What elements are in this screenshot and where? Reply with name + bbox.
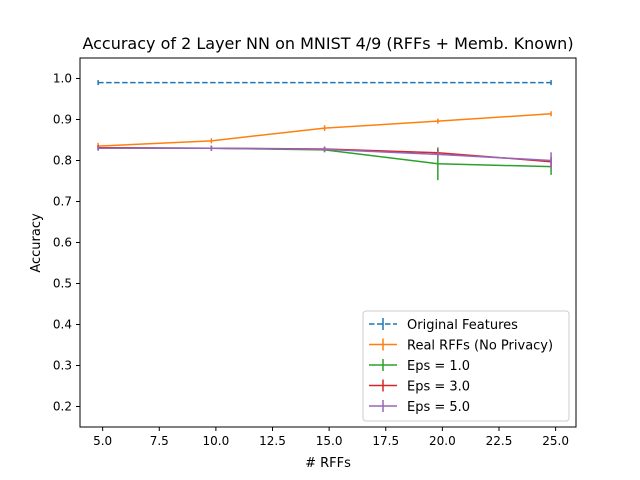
y-tick-label: 0.9 (53, 113, 72, 127)
legend-entry: Real RFFs (No Privacy) (369, 338, 553, 354)
x-tick-label: 12.5 (259, 434, 286, 448)
series-real-rffs-no-privacy (97, 111, 552, 150)
y-tick-label: 1.0 (53, 72, 72, 86)
x-tick-label: 17.5 (372, 434, 399, 448)
x-tick-label: 25.0 (542, 434, 569, 448)
y-tick-label: 0.4 (53, 318, 72, 332)
series-original-features (97, 80, 552, 86)
x-axis-label: # RFFs (305, 456, 351, 471)
y-tick-label: 0.2 (53, 400, 72, 414)
legend-entry: Eps = 5.0 (369, 400, 470, 415)
chart-title: Accuracy of 2 Layer NN on MNIST 4/9 (RFF… (82, 34, 573, 53)
y-tick-label: 0.7 (53, 195, 72, 209)
legend-label: Eps = 5.0 (407, 400, 470, 415)
y-axis-label: Accuracy (29, 213, 44, 273)
legend-label: Eps = 1.0 (407, 359, 470, 374)
y-tick-label: 0.3 (53, 359, 72, 373)
x-tick-label: 7.5 (150, 434, 169, 448)
legend-box (362, 310, 570, 422)
x-tick-label: 5.0 (93, 434, 112, 448)
y-tick-label: 0.6 (53, 236, 72, 250)
legend-label: Eps = 3.0 (407, 380, 470, 395)
y-tick-label: 0.8 (53, 154, 72, 168)
y-axis: 0.2 0.3 0.4 0.5 0.6 0.7 0.8 0.9 1.0 (53, 72, 80, 414)
y-tick-label: 0.5 (53, 277, 72, 291)
legend-entry: Original Features (369, 318, 518, 333)
x-tick-label: 15.0 (316, 434, 343, 448)
legend: Original Features Real RFFs (No Privacy) E… (362, 310, 570, 422)
x-tick-label: 10.0 (203, 434, 230, 448)
legend-entry: Eps = 1.0 (369, 359, 470, 374)
x-tick-label: 22.5 (486, 434, 513, 448)
legend-label: Real RFFs (No Privacy) (407, 339, 553, 354)
x-tick-label: 20.0 (429, 434, 456, 448)
legend-entry: Eps = 3.0 (369, 379, 470, 395)
series-eps-5-0 (97, 145, 552, 169)
x-axis: 5.0 7.5 10.0 12.5 15.0 17.5 20.0 22.5 25.0 (93, 427, 569, 448)
legend-label: Original Features (407, 318, 518, 333)
plot-area (97, 80, 552, 181)
